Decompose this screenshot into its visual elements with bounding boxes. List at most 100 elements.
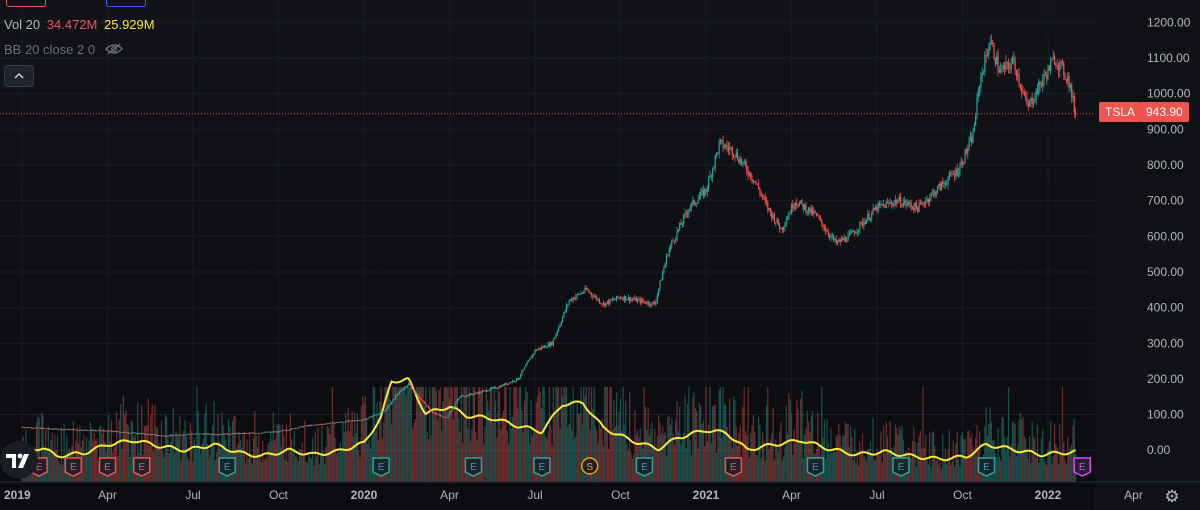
eye-crossed-icon[interactable] <box>104 43 123 55</box>
legend-pill-red[interactable] <box>6 0 46 7</box>
volume-bar <box>726 426 728 482</box>
candle-body <box>600 302 602 304</box>
candle-body <box>356 420 359 422</box>
earnings-marker[interactable] <box>98 457 117 477</box>
collapse-legend-button[interactable] <box>4 65 34 87</box>
earnings-marker[interactable] <box>64 457 83 477</box>
candle-body <box>79 429 81 431</box>
volume-bar <box>64 465 67 482</box>
volume-bar <box>160 420 163 482</box>
gear-icon[interactable]: ⚙ <box>1164 487 1180 506</box>
candle-body <box>1035 89 1037 99</box>
earnings-marker[interactable] <box>724 457 743 477</box>
candle-body <box>210 434 213 435</box>
volume-bar <box>988 424 990 482</box>
candle-body <box>701 189 703 192</box>
candle-body <box>977 89 979 98</box>
volume-bar <box>347 407 349 482</box>
volume-bar <box>1063 442 1065 482</box>
volume-bar <box>59 464 61 482</box>
candle-body <box>127 432 130 434</box>
volume-bar <box>944 448 946 482</box>
x-tick-label: Oct <box>953 488 972 502</box>
volume-bar <box>108 414 110 482</box>
volume-bar <box>1025 437 1027 482</box>
candle-body <box>568 300 570 305</box>
candle-body <box>388 404 390 407</box>
candle-body <box>237 433 239 434</box>
volume-bar <box>969 437 971 482</box>
legend-pill-blue[interactable] <box>106 0 146 7</box>
volume-bar <box>593 387 595 482</box>
candle-body <box>498 386 501 388</box>
candle-body <box>1034 98 1036 103</box>
time-axis[interactable]: 2019 Apr Jul Oct 2020 Apr Jul Oct 2021 Apr Jul Oct 2… <box>0 481 1200 502</box>
earnings-marker[interactable] <box>977 457 996 477</box>
candle-body <box>184 434 186 436</box>
candle-body <box>246 432 248 434</box>
split-marker[interactable] <box>580 457 599 475</box>
candle-body <box>247 433 249 434</box>
candle-body <box>502 384 505 386</box>
candle-body <box>484 390 486 392</box>
volume-bar <box>584 396 586 482</box>
candle-body <box>148 434 151 436</box>
volume-bar <box>256 447 259 482</box>
candle-body <box>450 411 452 413</box>
volume-bar <box>565 387 568 482</box>
candle-body <box>347 420 349 422</box>
candle-body <box>919 202 922 204</box>
price-axis[interactable]: 1200.001100.001000.00900.00800.00700.006… <box>1095 0 1200 510</box>
candle-body <box>775 222 777 224</box>
volume-bar <box>372 387 374 482</box>
candle-body <box>735 152 737 157</box>
candle-body <box>179 435 181 437</box>
volume-bar <box>404 387 406 482</box>
candle-body <box>37 427 39 429</box>
bollinger-legend[interactable]: BB 20 close 2 0 <box>4 42 123 58</box>
candle-body <box>317 424 319 426</box>
candle-body <box>364 418 366 420</box>
candle-body <box>205 433 207 435</box>
candle-body <box>1057 65 1060 71</box>
volume-bar <box>580 387 582 482</box>
candle-body <box>593 296 595 298</box>
volume-bar <box>572 387 574 482</box>
candle-body <box>1019 84 1021 88</box>
earnings-marker[interactable] <box>464 457 483 477</box>
volume-bar <box>414 418 416 482</box>
volume-bar <box>785 405 787 482</box>
candle-body <box>739 159 741 164</box>
volume-bar <box>973 454 975 482</box>
earnings-marker[interactable] <box>132 457 151 477</box>
candle-body <box>590 292 593 296</box>
candle-body <box>305 425 307 427</box>
candle-body <box>138 433 140 435</box>
candle-body <box>444 417 447 418</box>
earnings-marker[interactable] <box>218 457 236 477</box>
volume-bar <box>248 432 251 482</box>
earnings-marker[interactable] <box>892 457 910 477</box>
candles <box>21 34 1077 438</box>
earnings-marker[interactable] <box>1073 457 1091 477</box>
candle-body <box>742 162 744 164</box>
candle-body <box>605 302 607 306</box>
volume-bar <box>124 414 126 482</box>
volume-legend[interactable]: Vol 20 34.472M 25.929M <box>4 17 155 33</box>
volume-bar <box>605 387 607 482</box>
tradingview-logo-icon[interactable] <box>0 440 38 480</box>
earnings-marker[interactable] <box>533 457 551 477</box>
earnings-marker[interactable] <box>372 457 390 477</box>
earnings-marker[interactable] <box>806 457 825 477</box>
volume-bar <box>560 387 562 482</box>
volume-bar <box>341 450 343 482</box>
volume-bar <box>93 433 95 482</box>
volume-bar <box>92 439 94 482</box>
volume-bar <box>360 406 362 482</box>
earnings-marker[interactable] <box>635 457 654 477</box>
volume-bar <box>505 387 507 482</box>
volume-bar <box>711 406 714 482</box>
